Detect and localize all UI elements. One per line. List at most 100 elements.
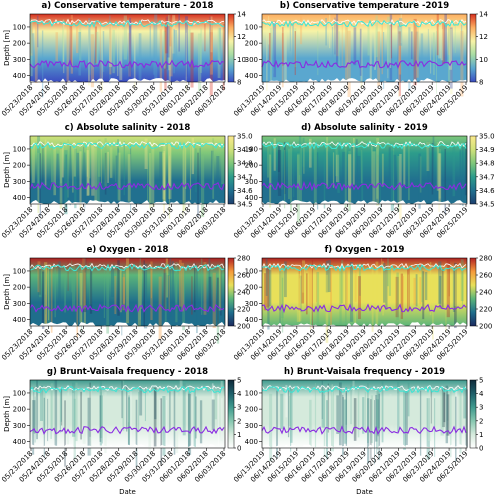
field-stripe — [216, 156, 220, 197]
x-axis-label: Date — [119, 488, 136, 496]
field-stripe — [216, 277, 220, 344]
colorbar — [469, 13, 477, 83]
field-stripe — [424, 271, 428, 301]
field-stripe — [44, 139, 47, 186]
y-tick-label: 400 — [13, 194, 26, 202]
field-stripe — [208, 276, 212, 309]
reference-line — [261, 425, 467, 435]
field-stripe — [263, 273, 267, 311]
reference-line — [29, 263, 225, 272]
field-stripe — [290, 386, 292, 452]
field-stripe — [277, 144, 281, 172]
field-stripe — [346, 20, 348, 63]
field-stripe — [427, 141, 429, 190]
field-stripe — [314, 382, 317, 448]
reference-line — [261, 303, 467, 314]
field-stripe — [282, 27, 284, 66]
colorbar-tick-label: 4 — [237, 390, 242, 398]
field-stripe — [446, 260, 450, 318]
no-data — [30, 443, 225, 449]
field-stripe — [121, 271, 123, 336]
field-stripe — [150, 261, 153, 321]
field-stripe — [376, 398, 378, 455]
colorbar — [227, 13, 235, 83]
colorbar-tick-label: 14 — [237, 11, 246, 19]
field-stripe — [163, 151, 166, 214]
field-stripe — [358, 263, 361, 296]
field-stripe — [80, 269, 82, 332]
field-stripe — [361, 149, 364, 201]
field-stripe — [158, 276, 162, 339]
field-stripe — [83, 146, 85, 195]
field-stripe — [267, 265, 270, 330]
field-stripe — [316, 152, 319, 210]
colorbar-tick-label: 34.8 — [237, 160, 253, 168]
field-stripe — [68, 385, 70, 427]
field-stripe — [31, 138, 35, 183]
field-stripe — [103, 267, 105, 319]
field-stripe — [391, 263, 393, 305]
plot-frame — [29, 379, 226, 449]
panel: g) Brunt-Vaisala frequency - 2018 100 200 3… — [0, 367, 242, 496]
field-stripe — [388, 398, 391, 434]
y-tick-label: 100 — [13, 145, 26, 153]
field-stripe — [61, 388, 63, 426]
field-stripe — [83, 258, 87, 313]
field-stripe — [48, 271, 50, 325]
panel-title: c) Absolute salinity - 2018 — [65, 123, 191, 133]
reference-line — [29, 19, 225, 29]
colorbar-tick-label: 34.9 — [479, 146, 495, 154]
field-stripe — [76, 271, 79, 338]
field-stripe — [311, 260, 313, 329]
field-stripe — [375, 261, 379, 325]
field-stripe — [36, 380, 38, 440]
field-stripe — [67, 260, 69, 291]
field-stripe — [192, 389, 195, 432]
field-stripe — [151, 139, 155, 207]
field-stripe — [407, 268, 410, 311]
colorbar-tick-label: 3 — [479, 404, 483, 412]
field-stripe — [379, 153, 381, 212]
field-stripe — [182, 383, 186, 436]
field-stripe — [119, 26, 123, 81]
field-stripe — [353, 138, 355, 185]
field-stripe — [109, 15, 111, 84]
field-stripe — [438, 26, 442, 59]
field-stripe — [110, 265, 115, 298]
colorbar-tick-label: 8 — [479, 79, 483, 87]
field-stripe — [390, 150, 394, 211]
field-stripe — [144, 385, 146, 422]
y-tick-label: 200 — [13, 406, 26, 414]
field-stripe — [82, 392, 86, 444]
field-stripe — [175, 262, 178, 323]
reference-line — [261, 263, 467, 272]
field-stripe — [214, 388, 218, 420]
field-stripe — [66, 18, 69, 83]
field-stripe — [359, 28, 362, 76]
field-stripe — [382, 261, 384, 316]
field-stripe — [371, 265, 374, 332]
field-stripe — [442, 22, 446, 65]
field-stripe — [323, 149, 326, 209]
field-stripe — [95, 31, 99, 64]
field-stripe — [341, 260, 344, 304]
field-stripe — [78, 31, 82, 76]
field-stripe — [421, 265, 424, 303]
field-stripe — [402, 275, 404, 310]
field — [262, 380, 467, 448]
field-stripe — [55, 32, 59, 61]
field-stripe — [104, 392, 107, 454]
field-stripe — [316, 271, 320, 325]
colorbar-tick-label: 220 — [237, 306, 250, 314]
field-stripe — [399, 153, 402, 219]
field-stripe — [371, 146, 373, 185]
field-stripe — [336, 154, 340, 183]
field-stripe — [133, 29, 136, 88]
y-axis-label: Depth [m] — [3, 30, 11, 66]
field-stripe — [44, 264, 46, 315]
field-stripe — [104, 152, 107, 195]
field-stripe — [96, 146, 100, 204]
field-stripe — [323, 394, 326, 457]
field-stripe — [369, 26, 372, 80]
y-tick-label: 100 — [13, 389, 26, 397]
